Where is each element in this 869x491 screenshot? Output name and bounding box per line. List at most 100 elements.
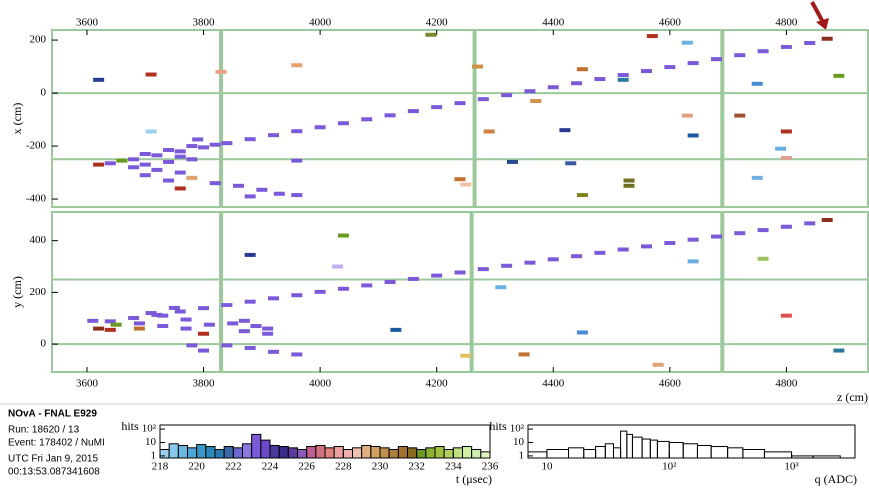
hit <box>664 241 675 245</box>
hit <box>221 343 232 347</box>
x-tick-label: 4800 <box>775 17 798 29</box>
hit <box>425 33 436 37</box>
y-axis-label: x (cm) <box>10 103 24 135</box>
hit <box>245 253 256 257</box>
hit <box>460 354 471 358</box>
x-tick-label: 236 <box>482 461 499 473</box>
hit <box>262 327 273 331</box>
hit <box>128 157 139 161</box>
hit <box>758 257 769 261</box>
histogram-bar <box>261 440 270 458</box>
y-tick-label: 1 <box>519 449 525 461</box>
hit <box>618 247 629 251</box>
hit <box>478 97 489 101</box>
hit <box>734 53 745 57</box>
histogram-bar <box>243 444 252 458</box>
y-tick-label: 10² <box>142 423 157 435</box>
hit <box>140 163 151 167</box>
hit <box>93 78 104 82</box>
background <box>0 0 869 491</box>
hit <box>245 346 256 350</box>
hit <box>186 144 197 148</box>
hit <box>408 277 419 281</box>
hit <box>594 251 605 255</box>
hit <box>291 193 302 197</box>
hit <box>530 99 541 103</box>
hit <box>688 133 699 137</box>
hit <box>571 254 582 258</box>
y-tick-label: -200 <box>26 140 47 152</box>
y-tick-label: -400 <box>26 193 47 205</box>
x-tick-label: 232 <box>408 461 425 473</box>
x-tick-label: 3600 <box>76 378 99 390</box>
hit <box>501 264 512 268</box>
hit <box>134 327 145 331</box>
hit <box>618 78 629 82</box>
x-tick-label: 4600 <box>659 17 682 29</box>
hit <box>577 193 588 197</box>
hit <box>781 225 792 229</box>
hit <box>524 261 535 265</box>
histogram-bar <box>463 447 472 458</box>
x-tick-label: 10 <box>541 461 553 473</box>
hit <box>571 81 582 85</box>
hit <box>186 157 197 161</box>
hit <box>804 221 815 225</box>
hit <box>390 328 401 332</box>
y-tick-label: 10² <box>510 423 525 435</box>
x-tick-label: 4600 <box>659 378 682 390</box>
hit <box>175 186 186 190</box>
hit <box>93 163 104 167</box>
hit <box>146 129 157 133</box>
histogram-bar <box>435 447 444 458</box>
hit <box>163 179 174 183</box>
hit <box>758 49 769 53</box>
hit <box>752 82 763 86</box>
hit <box>291 129 302 133</box>
hit <box>105 328 116 332</box>
hit <box>239 329 250 333</box>
x-tick-label: 4400 <box>542 17 565 29</box>
hit <box>239 319 250 323</box>
hit <box>233 184 244 188</box>
histogram-bar <box>481 452 490 458</box>
hit <box>385 280 396 284</box>
hit <box>758 228 769 232</box>
y-tick-label: 200 <box>30 286 47 298</box>
hit <box>775 147 786 151</box>
x-tick-label: 226 <box>298 461 315 473</box>
hit <box>460 182 471 186</box>
hit <box>338 121 349 125</box>
histogram-bar <box>353 448 362 458</box>
hit <box>140 173 151 177</box>
hit <box>245 194 256 198</box>
hit <box>781 156 792 160</box>
hit <box>111 323 122 327</box>
hit <box>216 70 227 74</box>
hit <box>664 65 675 69</box>
hit <box>647 34 658 38</box>
hit <box>565 161 576 165</box>
hit <box>734 114 745 118</box>
histogram-bar <box>389 450 398 458</box>
hit <box>181 318 192 322</box>
x-tick-label: 220 <box>188 461 205 473</box>
hit <box>833 74 844 78</box>
hit <box>315 125 326 129</box>
histogram-bar <box>252 434 261 458</box>
hit <box>87 319 98 323</box>
hit <box>210 181 221 185</box>
info-line: Run: 18620 / 13 <box>8 425 80 436</box>
hit <box>332 265 343 269</box>
y-tick-label: 0 <box>41 87 47 99</box>
x-tick-label: 10² <box>662 461 677 473</box>
histogram-bar <box>279 447 288 458</box>
x-tick-label: 230 <box>372 461 389 473</box>
x-tick-label: 224 <box>262 461 279 473</box>
histogram-bar <box>398 447 407 458</box>
hit <box>93 327 104 331</box>
hit <box>198 306 209 310</box>
hit <box>385 113 396 117</box>
hit <box>833 349 844 353</box>
histogram-bar <box>233 448 242 458</box>
